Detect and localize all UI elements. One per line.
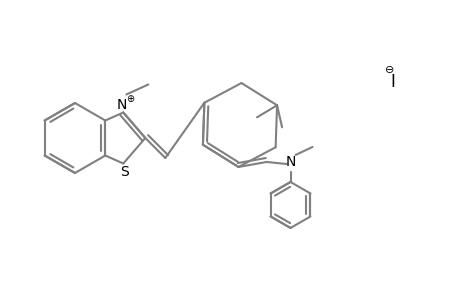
Text: ⊕: ⊕ — [126, 94, 134, 103]
Text: N: N — [117, 98, 127, 112]
Text: ⊖: ⊖ — [385, 65, 394, 75]
Text: N: N — [285, 155, 295, 169]
Text: I: I — [390, 73, 395, 91]
Text: S: S — [120, 164, 129, 178]
